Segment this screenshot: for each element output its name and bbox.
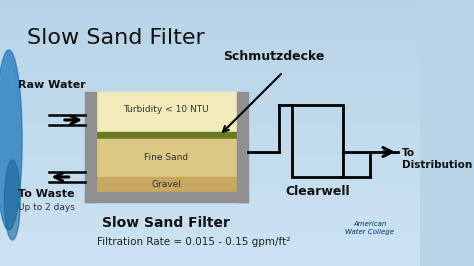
Text: To Waste: To Waste <box>18 189 74 199</box>
Text: Slow Sand Filter: Slow Sand Filter <box>102 216 230 230</box>
Text: American
Water College: American Water College <box>345 221 394 235</box>
Bar <box>96 92 237 132</box>
Bar <box>96 177 237 192</box>
Text: Schmutzdecke: Schmutzdecke <box>224 50 325 63</box>
Text: Clearwell: Clearwell <box>285 185 350 198</box>
Ellipse shape <box>0 60 16 160</box>
Text: Gravel: Gravel <box>151 180 181 189</box>
Text: Slow Sand Filter: Slow Sand Filter <box>27 28 204 48</box>
Bar <box>85 192 247 202</box>
Bar <box>96 139 237 177</box>
Text: Filtration Rate = 0.015 - 0.15 gpm/ft²: Filtration Rate = 0.015 - 0.15 gpm/ft² <box>97 237 291 247</box>
Text: Raw Water: Raw Water <box>18 80 85 90</box>
Bar <box>237 92 247 202</box>
Text: Fine Sand: Fine Sand <box>144 153 188 163</box>
Ellipse shape <box>4 160 20 240</box>
Text: Turbidity < 10 NTU: Turbidity < 10 NTU <box>123 106 209 114</box>
Bar <box>96 132 237 139</box>
Bar <box>85 92 96 202</box>
Text: To
Distribution: To Distribution <box>401 148 472 170</box>
Ellipse shape <box>0 50 22 230</box>
Bar <box>292 105 343 177</box>
Text: Up to 2 days: Up to 2 days <box>18 203 74 212</box>
